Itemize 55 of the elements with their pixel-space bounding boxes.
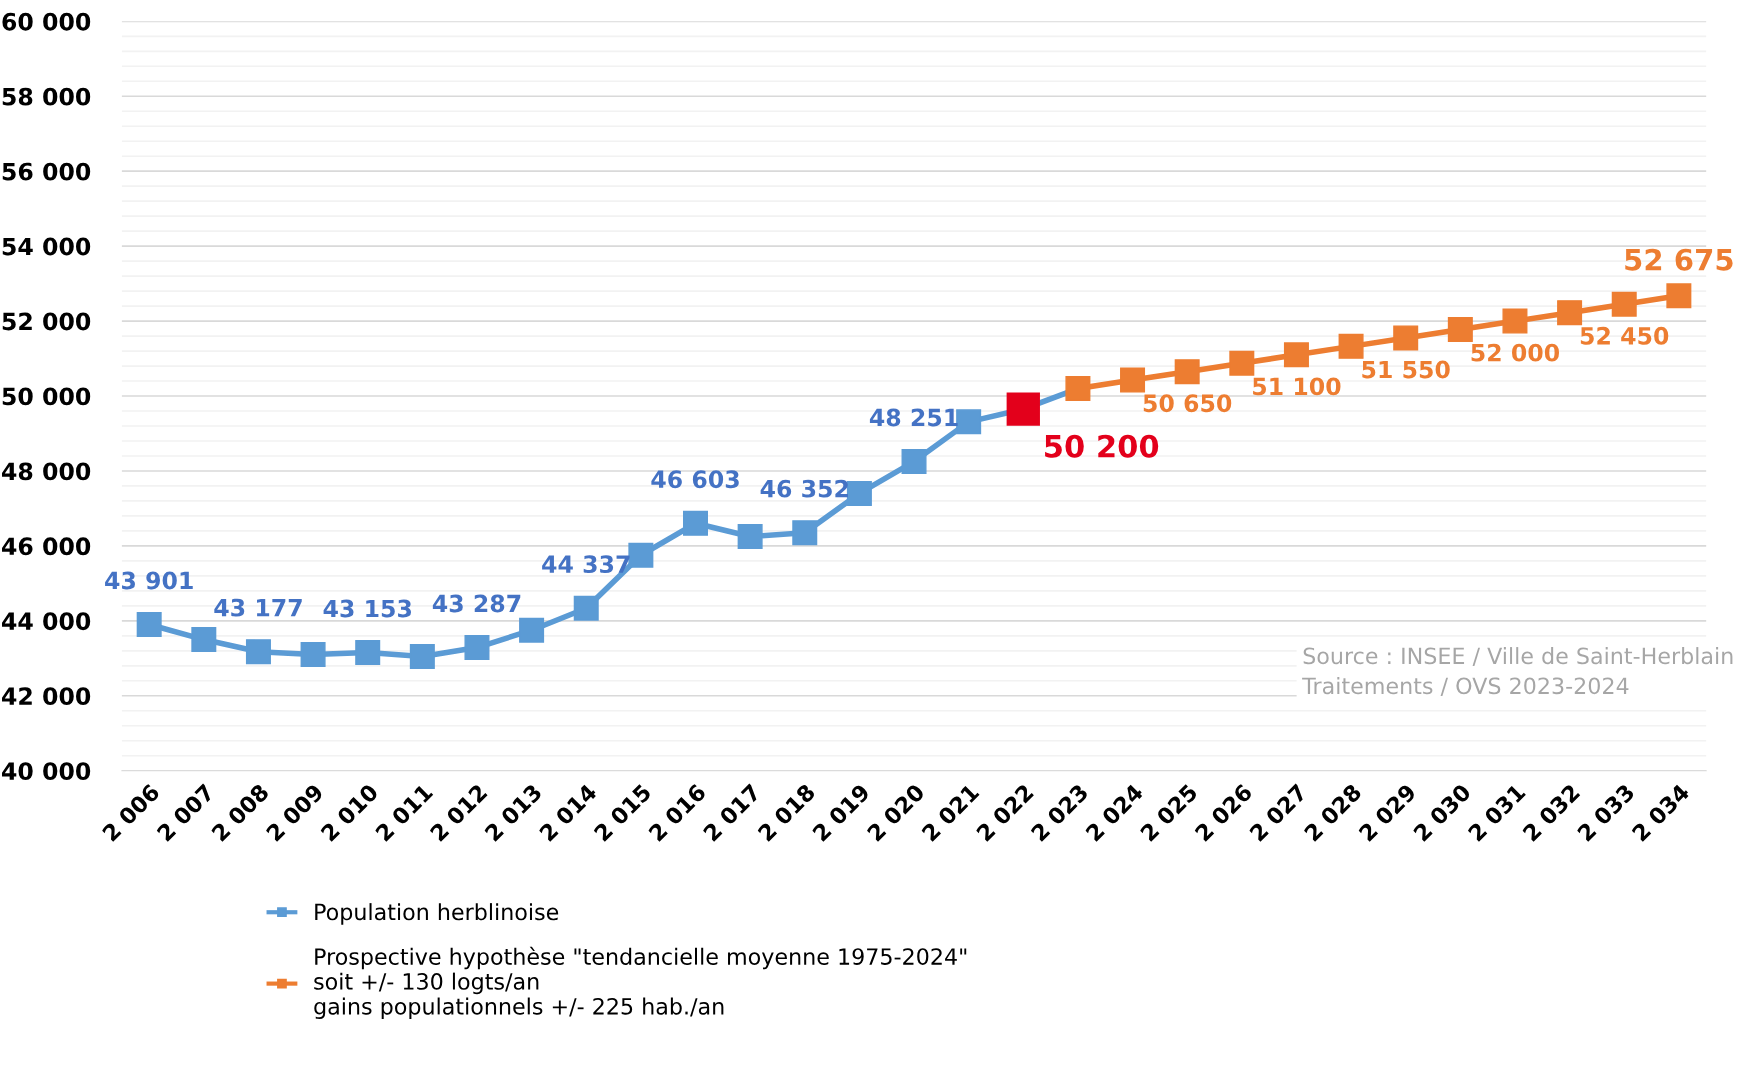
point — [1174, 359, 1200, 385]
y-tick-label: 54 000 — [2, 237, 91, 256]
point — [355, 640, 381, 666]
data-label: 43 153 — [323, 599, 412, 618]
point — [191, 627, 217, 653]
point — [1502, 308, 1528, 334]
point — [1611, 291, 1637, 317]
point — [1229, 350, 1255, 376]
data-label: 51 550 — [1362, 360, 1450, 379]
y-tick-label: 40 000 — [2, 762, 91, 781]
data-label: 43 901 — [105, 571, 193, 590]
y-tick-label: 60 000 — [2, 12, 91, 31]
point — [1065, 376, 1091, 402]
y-tick-label: 52 000 — [2, 312, 91, 331]
data-label: 50 650 — [1143, 394, 1232, 413]
point — [737, 524, 763, 550]
y-tick-label: 48 000 — [2, 462, 91, 481]
point — [519, 617, 545, 643]
point — [901, 449, 927, 475]
data-label: 51 100 — [1253, 377, 1341, 396]
point — [245, 639, 271, 665]
legend-label: Population herblinoise — [315, 903, 559, 925]
point — [1666, 283, 1692, 309]
point — [409, 643, 435, 669]
point — [136, 612, 162, 638]
point — [628, 542, 654, 568]
point — [956, 409, 982, 435]
point — [846, 480, 872, 506]
point — [1006, 392, 1040, 426]
y-tick-label: 42 000 — [2, 687, 91, 706]
y-tick-label: 56 000 — [2, 162, 91, 181]
point — [682, 510, 709, 536]
data-label: 43 287 — [432, 594, 521, 613]
point — [464, 635, 490, 661]
point — [300, 642, 326, 668]
data-label: 46 603 — [651, 470, 739, 489]
y-tick-label: 58 000 — [2, 87, 91, 106]
point — [1283, 342, 1309, 368]
data-label: 52 675 — [1625, 248, 1733, 271]
annotation: Source : INSEE / Ville de Saint-Herblain Traitements / OVS 2023-2024 — [1302, 647, 1733, 696]
point — [1447, 317, 1473, 343]
point — [1120, 367, 1146, 393]
point — [1557, 300, 1583, 326]
y-tick-label: 46 000 — [2, 537, 91, 556]
y-tick-label: 50 000 — [2, 387, 91, 406]
data-label: 43 177 — [214, 598, 302, 617]
data-label: 52 450 — [1580, 326, 1669, 345]
data-label: 52 000 — [1471, 343, 1560, 362]
annotation: 50 200 — [1045, 434, 1159, 458]
point — [1393, 325, 1419, 351]
legend-label: Prospective hypothèse "tendancielle moyenne 1975-2024" soit +/- 130 logts/an gains populationnels +/- 225 hab./an — [314, 946, 967, 1020]
point — [1338, 333, 1364, 359]
point — [573, 595, 599, 621]
y-tick-label: 44 000 — [2, 612, 91, 631]
point — [792, 520, 818, 546]
